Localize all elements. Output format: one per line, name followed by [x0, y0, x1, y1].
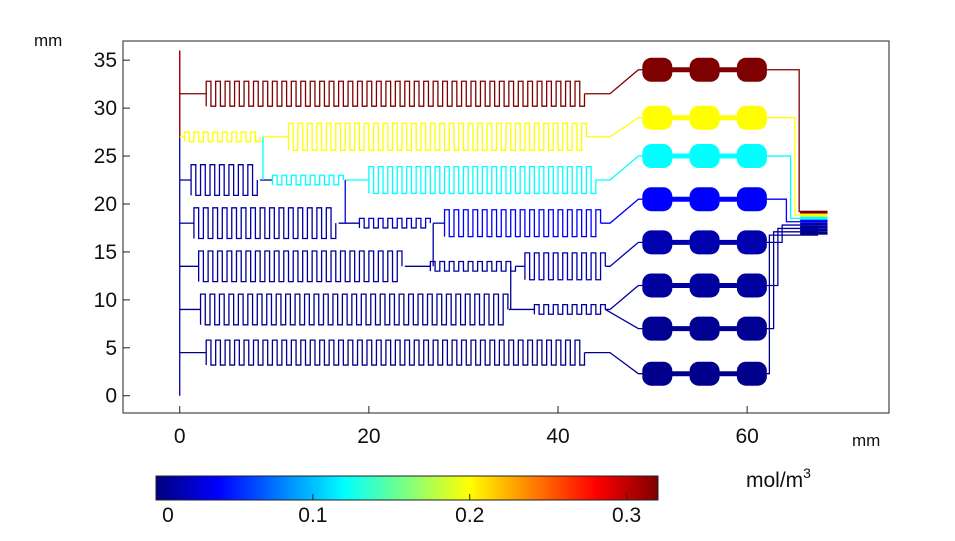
serpentine-mixer [533, 304, 606, 315]
culture-chamber [689, 144, 720, 169]
x-axis-ticks: 0 20 40 60 [174, 406, 759, 448]
culture-chamber [642, 361, 673, 386]
y-axis-ticks: 0 5 10 15 20 25 30 35 [94, 49, 130, 408]
colorbar-tick-label: 0.1 [298, 504, 327, 527]
culture-chamber [642, 57, 673, 82]
chamber-feed [584, 351, 648, 375]
y-tick-label: 20 [94, 193, 117, 216]
colorbar-unit: mol/m3 [746, 465, 811, 492]
culture-chamber [736, 230, 767, 255]
x-tick-label: 0 [174, 425, 186, 448]
outlet-stream [800, 210, 828, 214]
culture-chamber [689, 316, 720, 341]
colorbar-ticks: 0 0.1 0.2 0.3 [155, 494, 641, 527]
outlet-stream [800, 222, 828, 226]
outlet-stream [800, 231, 828, 235]
y-tick-label: 0 [105, 385, 117, 408]
y-tick-label: 35 [94, 49, 117, 72]
chamber-feed [584, 69, 648, 95]
serpentine-mixer [271, 174, 344, 186]
outlet-stream [800, 216, 828, 220]
culture-chamber [689, 273, 720, 298]
y-tick-label: 5 [105, 337, 117, 360]
outlet-channel [761, 117, 819, 216]
colorbar-tick-label: 0.3 [612, 504, 641, 527]
chamber-feed [605, 284, 648, 311]
culture-chamber [736, 105, 767, 130]
culture-chamber [736, 187, 767, 212]
serpentine-mixer [429, 260, 517, 272]
chamber-feed [605, 241, 648, 267]
outlet-channel [761, 224, 819, 243]
serpentine-mixer [205, 80, 586, 107]
outlet-stream [800, 225, 828, 229]
serpentine-mixer [358, 217, 431, 229]
culture-chamber [736, 273, 767, 298]
serpentine-mixer [199, 293, 509, 326]
colorbar-tick-label: 0.2 [455, 504, 484, 527]
serpentine-mixer [198, 250, 403, 283]
serpentine-mixer [524, 252, 606, 281]
culture-chamber [642, 230, 673, 255]
microfluidic-device [179, 50, 828, 396]
outlet-stream [800, 219, 828, 223]
y-axis-unit: mm [34, 31, 62, 50]
culture-chamber [642, 273, 673, 298]
serpentine-mixer [205, 339, 586, 366]
chamber-feed [586, 117, 648, 138]
serpentine-mixer [193, 207, 337, 240]
x-tick-label: 20 [357, 425, 380, 448]
chamber-feed [595, 155, 648, 181]
x-tick-label: 40 [546, 425, 569, 448]
y-tick-label: 25 [94, 145, 117, 168]
plot-frame [122, 40, 890, 414]
outlet-channel [761, 69, 819, 213]
y-tick-label: 30 [94, 97, 117, 120]
colorbar: 0 0.1 0.2 0.3 mol/m3 [155, 465, 811, 527]
outlet-stream [800, 228, 828, 232]
serpentine-mixer [190, 164, 258, 197]
colorbar-tick-label: 0 [162, 504, 174, 527]
culture-chamber [736, 57, 767, 82]
chamber-feed [600, 198, 648, 224]
y-tick-label: 15 [94, 241, 117, 264]
outlet-stream [800, 213, 828, 217]
x-tick-label: 60 [735, 425, 758, 448]
culture-chamber [689, 230, 720, 255]
culture-chamber [642, 144, 673, 169]
outlet-channel [761, 234, 819, 375]
culture-chamber [642, 105, 673, 130]
axes: 0 5 10 15 20 25 30 35 0 20 40 60 mm mm [34, 31, 890, 450]
culture-chamber [689, 57, 720, 82]
chamber-feed [604, 308, 648, 330]
serpentine-mixer [287, 122, 588, 151]
outlet-channel [761, 155, 819, 220]
culture-chamber [642, 316, 673, 341]
culture-chamber [689, 187, 720, 212]
serpentine-mixer [368, 165, 597, 195]
culture-chamber [642, 187, 673, 212]
colorbar-gradient [155, 475, 659, 501]
y-tick-label: 10 [94, 289, 117, 312]
x-axis-unit: mm [852, 431, 880, 450]
outlet-channel [761, 231, 819, 330]
culture-chamber [689, 105, 720, 130]
culture-chamber [736, 361, 767, 386]
culture-chamber [736, 316, 767, 341]
serpentine-mixer [183, 131, 261, 143]
serpentine-mixer [443, 209, 602, 238]
culture-chamber [689, 361, 720, 386]
culture-chamber [736, 144, 767, 169]
